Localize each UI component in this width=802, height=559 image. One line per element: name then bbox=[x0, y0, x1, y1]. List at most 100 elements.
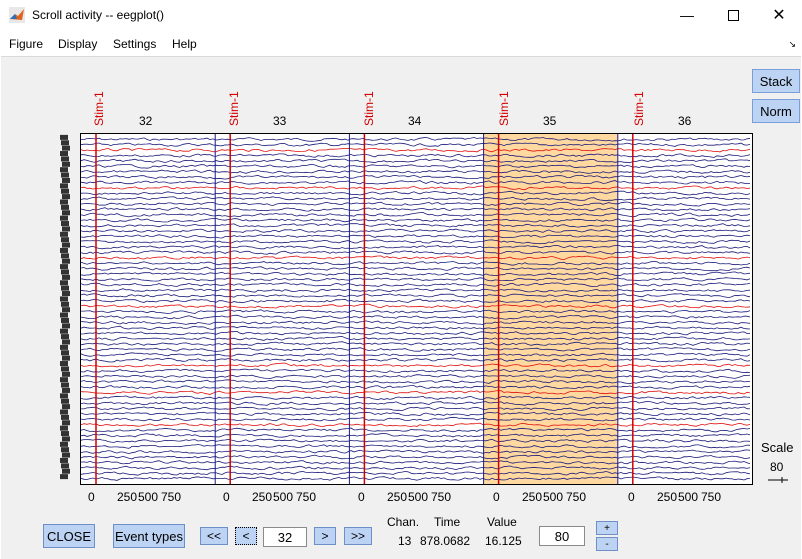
channel-label-mark bbox=[62, 194, 70, 200]
menu-display[interactable]: Display bbox=[58, 37, 98, 51]
channel-trace bbox=[81, 180, 751, 185]
channel-label-mark bbox=[61, 382, 69, 388]
channel-label-mark bbox=[60, 474, 68, 480]
channel-label-mark bbox=[61, 447, 69, 453]
x-tick-label: 250 bbox=[252, 490, 273, 504]
x-tick-label: 250 bbox=[522, 490, 543, 504]
channel-label-mark bbox=[62, 161, 70, 167]
channel-label-mark bbox=[60, 425, 68, 431]
x-tick-label: 500 bbox=[678, 490, 699, 504]
channel-label-mark bbox=[60, 231, 68, 237]
channel-trace bbox=[81, 217, 751, 223]
matlab-icon bbox=[9, 7, 25, 23]
chan-value: 13 bbox=[398, 534, 412, 548]
x-tick-label: 500 bbox=[543, 490, 564, 504]
channel-trace bbox=[81, 153, 751, 158]
channel-trace bbox=[81, 174, 751, 180]
channel-label-mark bbox=[60, 199, 68, 205]
channel-label-mark bbox=[61, 140, 69, 146]
channel-trace bbox=[81, 142, 751, 147]
chan-label: Chan. bbox=[387, 515, 420, 529]
prev-button[interactable]: < bbox=[235, 527, 257, 545]
channel-label-mark bbox=[61, 156, 69, 162]
channel-trace bbox=[81, 460, 751, 465]
channel-labels bbox=[60, 134, 70, 480]
maximize-button[interactable] bbox=[710, 0, 756, 30]
event-types-button[interactable]: Event types bbox=[113, 524, 185, 548]
x-tick-label: 0 bbox=[223, 490, 230, 504]
channel-label-mark bbox=[62, 242, 70, 248]
channel-trace bbox=[81, 136, 751, 142]
close-icon: ✕ bbox=[772, 7, 786, 24]
scale-input[interactable]: 80 bbox=[539, 526, 585, 546]
prev-prev-button[interactable]: << bbox=[200, 527, 228, 545]
channel-label-mark bbox=[62, 468, 70, 474]
menu-help[interactable]: Help bbox=[172, 37, 197, 51]
stim-label: Stim-1 bbox=[227, 91, 241, 126]
channel-trace bbox=[81, 185, 751, 191]
menu-bar: Figure Display Settings Help bbox=[0, 32, 802, 54]
channel-label-mark bbox=[62, 339, 70, 345]
stim-label: Stim-1 bbox=[497, 91, 511, 126]
dock-arrow-icon[interactable]: ↘ bbox=[788, 39, 796, 49]
channel-label-mark bbox=[61, 317, 69, 323]
channel-trace bbox=[81, 212, 751, 218]
channel-trace bbox=[81, 255, 751, 261]
channel-label-mark bbox=[60, 457, 68, 463]
close-button[interactable]: CLOSE bbox=[43, 524, 95, 548]
channel-label-mark bbox=[62, 420, 70, 426]
x-tick-label: 750 bbox=[701, 490, 722, 504]
next-next-button[interactable]: >> bbox=[344, 527, 372, 545]
channel-label-mark bbox=[62, 226, 70, 232]
eeg-traces bbox=[81, 134, 751, 484]
channel-trace bbox=[81, 196, 751, 202]
channel-label-mark bbox=[60, 377, 68, 383]
channel-label-mark bbox=[60, 215, 68, 221]
menu-figure[interactable]: Figure bbox=[9, 37, 44, 51]
channel-label-mark bbox=[60, 344, 68, 350]
scale-plus-button[interactable]: + bbox=[596, 521, 618, 535]
channel-label-mark bbox=[60, 134, 68, 140]
epoch-input[interactable]: 32 bbox=[263, 527, 307, 547]
channel-trace bbox=[81, 390, 751, 395]
x-tick-label: 750 bbox=[566, 490, 587, 504]
channel-label-mark bbox=[61, 269, 69, 275]
eeg-plot-area[interactable] bbox=[80, 133, 753, 485]
epoch-label: 35 bbox=[543, 114, 557, 128]
channel-label-mark bbox=[62, 387, 70, 393]
epoch-label: 32 bbox=[139, 114, 153, 128]
x-tick-label: 0 bbox=[493, 490, 500, 504]
channel-trace bbox=[81, 427, 751, 433]
channel-trace bbox=[81, 207, 751, 212]
norm-button[interactable]: Norm bbox=[752, 99, 800, 123]
channel-label-mark bbox=[60, 280, 68, 286]
channel-trace bbox=[81, 406, 751, 412]
scale-minus-button[interactable]: - bbox=[596, 537, 618, 551]
channel-trace bbox=[81, 395, 751, 401]
close-window-button[interactable]: ✕ bbox=[756, 0, 802, 30]
highlighted-epoch bbox=[483, 134, 618, 484]
channel-trace bbox=[81, 400, 751, 406]
next-button[interactable]: > bbox=[314, 527, 336, 545]
x-tick-label: 500 bbox=[273, 490, 294, 504]
channel-trace bbox=[81, 314, 751, 320]
minimize-button[interactable]: — bbox=[664, 0, 710, 30]
channel-trace bbox=[81, 325, 751, 331]
channel-label-mark bbox=[60, 409, 68, 415]
value-label: Value bbox=[487, 515, 517, 529]
menu-settings[interactable]: Settings bbox=[113, 37, 157, 51]
channel-trace bbox=[81, 352, 751, 357]
channel-label-mark bbox=[61, 398, 69, 404]
stack-button[interactable]: Stack bbox=[752, 69, 800, 93]
channel-label-mark bbox=[61, 301, 69, 307]
channel-trace bbox=[81, 385, 751, 390]
channel-trace bbox=[81, 271, 751, 277]
channel-label-mark bbox=[62, 177, 70, 183]
channel-label-mark bbox=[60, 361, 68, 367]
channel-trace bbox=[81, 379, 751, 385]
channel-trace bbox=[81, 223, 751, 228]
channel-label-mark bbox=[62, 371, 70, 377]
channel-trace bbox=[81, 374, 751, 380]
scale-label: Scale bbox=[761, 440, 794, 455]
time-value: 878.0682 bbox=[420, 534, 471, 548]
